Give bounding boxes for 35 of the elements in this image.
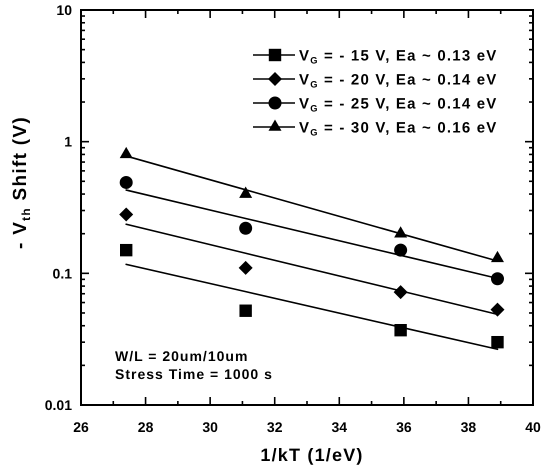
point bbox=[394, 324, 407, 336]
point bbox=[394, 226, 408, 238]
y-tick-label: 0.1 bbox=[52, 265, 72, 282]
x-tick-label: 36 bbox=[396, 419, 412, 435]
point bbox=[120, 176, 133, 189]
point bbox=[239, 222, 252, 235]
point bbox=[490, 272, 504, 286]
point bbox=[120, 146, 133, 158]
annotation: Stress Time = 1000 s bbox=[115, 366, 273, 382]
x-tick-label: 28 bbox=[138, 419, 154, 435]
point bbox=[394, 244, 408, 257]
point bbox=[239, 186, 252, 198]
point bbox=[490, 302, 504, 317]
y-tick-label: 0.01 bbox=[44, 397, 72, 413]
point bbox=[119, 207, 134, 222]
legend-label: V$_{G}$ = - 25 V, Ea ~ 0.14 eV bbox=[299, 96, 498, 114]
x-axis-title: 1/kT (1/eV) bbox=[260, 445, 364, 465]
point bbox=[239, 304, 252, 317]
x-tick-label: 32 bbox=[266, 419, 283, 435]
x-tick-label: 30 bbox=[202, 419, 218, 435]
x-tick-label: 40 bbox=[525, 419, 541, 435]
point bbox=[491, 336, 504, 348]
point bbox=[490, 250, 504, 262]
point bbox=[120, 244, 132, 256]
x-tick-label: 34 bbox=[331, 419, 348, 435]
legend-label: V$_{G}$ = - 20 V, Ea ~ 0.14 eV bbox=[299, 72, 498, 90]
y-tick-label: 10 bbox=[56, 2, 72, 18]
point bbox=[394, 285, 408, 300]
x-tick-label: 26 bbox=[73, 419, 89, 435]
point bbox=[238, 260, 253, 275]
legend-label: V$_{G}$ = - 30 V, Ea ~ 0.16 eV bbox=[299, 120, 498, 138]
annotation: W/L = 20um/10um bbox=[115, 348, 248, 364]
x-tick-label: 38 bbox=[460, 419, 476, 435]
legend-label: V$_{G}$ = - 15 V, Ea ~ 0.13 eV bbox=[299, 48, 498, 66]
y-tick-label: 1 bbox=[64, 134, 72, 150]
